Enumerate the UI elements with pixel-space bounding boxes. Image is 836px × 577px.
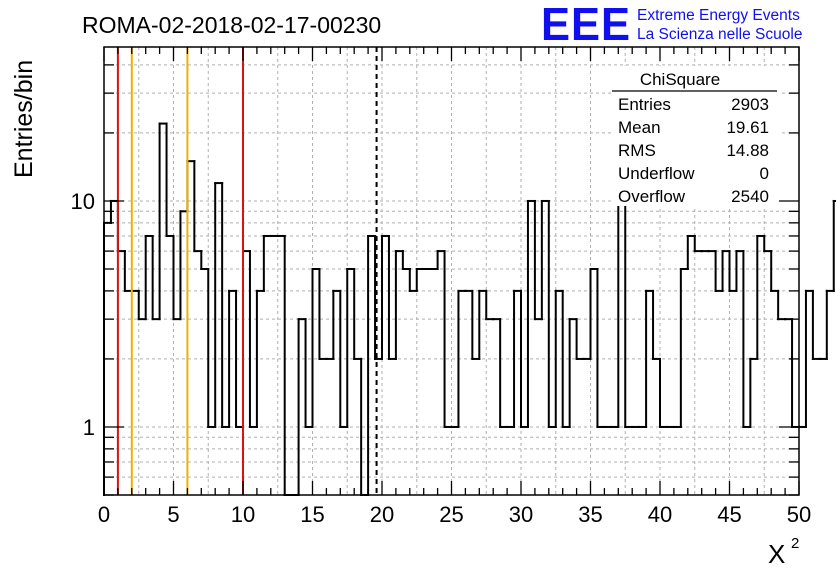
stats-box-background	[611, 66, 779, 206]
x-tick-label: 40	[648, 502, 672, 527]
x-tick-label: 5	[167, 502, 179, 527]
x-tick-label: 45	[717, 502, 741, 527]
y-tick-label: 10	[71, 189, 95, 214]
run-title: ROMA-02-2018-02-17-00230	[82, 12, 381, 38]
marker-lines-layer	[116, 47, 378, 495]
stats-title: ChiSquare	[640, 70, 720, 89]
x-tick-label: 0	[98, 502, 110, 527]
stats-label-entries: Entries	[618, 95, 671, 114]
y-axis-label: Entries/bin	[10, 60, 38, 178]
brand-line-1: Extreme Energy Events	[637, 7, 800, 24]
x-tick-label: 35	[578, 502, 602, 527]
stats-value-entries: 2903	[731, 95, 769, 114]
x-tick-label: 20	[370, 502, 394, 527]
stats-label-overflow: Overflow	[618, 187, 686, 206]
stats-label-underflow: Underflow	[618, 164, 695, 183]
y-tick-label: 1	[83, 415, 95, 440]
x-tick-label: 30	[509, 502, 533, 527]
tick-layer	[103, 47, 800, 496]
x-axis-label-superscript: 2	[791, 535, 799, 552]
stats-label-rms: RMS	[618, 141, 656, 160]
x-tick-label: 50	[787, 502, 811, 527]
stats-box: ChiSquare Entries 2903 Mean 19.61 RMS 14…	[611, 66, 779, 206]
x-tick-label: 15	[300, 502, 324, 527]
stats-value-rms: 14.88	[726, 141, 769, 160]
stats-label-mean: Mean	[618, 118, 661, 137]
stats-value-underflow: 0	[760, 164, 769, 183]
x-tick-label: 10	[231, 502, 255, 527]
x-axis-label-main: X	[768, 539, 785, 569]
histogram-layer	[103, 122, 836, 496]
x-axis-label: X 2	[768, 535, 799, 569]
brand-line-2: La Scienza nelle Scuole	[637, 26, 802, 43]
tick-label-layer: 0 5 10 15 20 25 30 35 40 45 50 1 10	[71, 189, 812, 527]
stats-value-overflow: 2540	[731, 187, 769, 206]
eee-logo: EEE Extreme Energy Events La Scienza nel…	[541, 0, 802, 50]
eee-logo-text: EEE	[541, 0, 631, 50]
x-tick-label: 25	[439, 502, 463, 527]
stats-value-mean: 19.61	[726, 118, 769, 137]
